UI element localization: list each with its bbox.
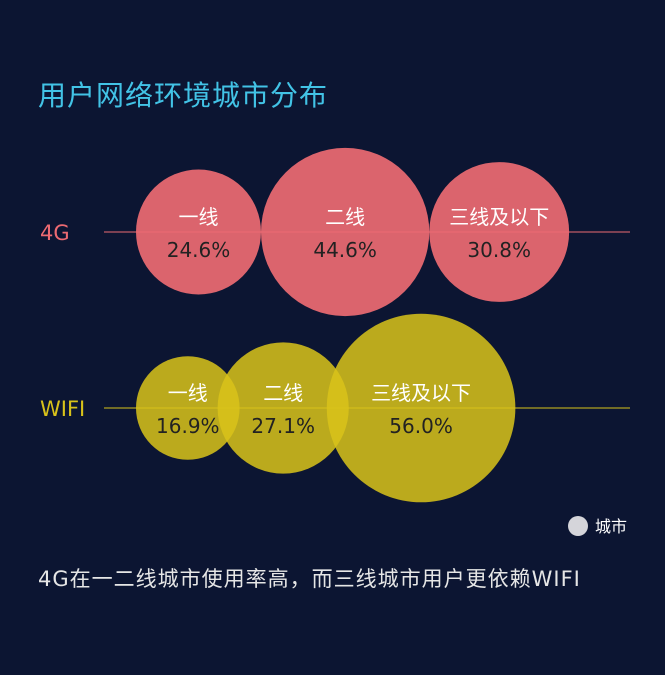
bubble-category-label: 三线及以下 bbox=[371, 381, 471, 405]
bubble-value-label: 44.6% bbox=[313, 238, 377, 262]
bubble-value-label: 16.9% bbox=[156, 414, 220, 438]
bubble-circle bbox=[136, 169, 261, 295]
bubble-circle bbox=[260, 147, 430, 317]
bubble-value-label: 24.6% bbox=[167, 238, 231, 262]
bubble-value-label: 27.1% bbox=[251, 414, 315, 438]
bubble-circle bbox=[217, 342, 349, 474]
legend: 城市 bbox=[568, 516, 627, 536]
bubble-4g-2: 二线 44.6% bbox=[260, 147, 430, 317]
bubble-value-label: 30.8% bbox=[467, 238, 531, 262]
bubble-4g-1: 一线 24.6% bbox=[136, 169, 261, 295]
legend-label: 城市 bbox=[595, 517, 627, 536]
bubble-category-label: 一线 bbox=[178, 205, 218, 229]
bubble-circle bbox=[429, 162, 570, 302]
summary-text: 4G在一二线城市使用率高，而三线城市用户更依赖WIFI bbox=[38, 567, 581, 591]
series-label-4g: 4G bbox=[40, 221, 70, 245]
bubble-wifi-1: 一线 16.9% bbox=[136, 356, 240, 460]
bubble-wifi-3: 三线及以下 56.0% bbox=[326, 313, 516, 503]
chart-title: 用户网络环境城市分布 bbox=[38, 79, 329, 112]
legend-marker bbox=[568, 516, 588, 536]
bubble-category-label: 二线 bbox=[325, 205, 365, 229]
bubble-category-label: 三线及以下 bbox=[449, 205, 549, 229]
bubble-value-label: 56.0% bbox=[389, 414, 453, 438]
bubble-4g-3: 三线及以下 30.8% bbox=[429, 162, 570, 302]
series-label-wifi: WIFI bbox=[40, 397, 85, 421]
bubble-chart: 一线 24.6% 二线 44.6% 三线及以下 30.8% 4G 一线 16.9% 二线 27.1%… bbox=[40, 147, 630, 536]
bubble-wifi-2: 二线 27.1% bbox=[217, 342, 349, 474]
bubble-category-label: 一线 bbox=[168, 381, 208, 405]
bubble-category-label: 二线 bbox=[263, 381, 303, 405]
bubble-circle bbox=[326, 313, 516, 503]
bubble-circle bbox=[136, 356, 240, 460]
